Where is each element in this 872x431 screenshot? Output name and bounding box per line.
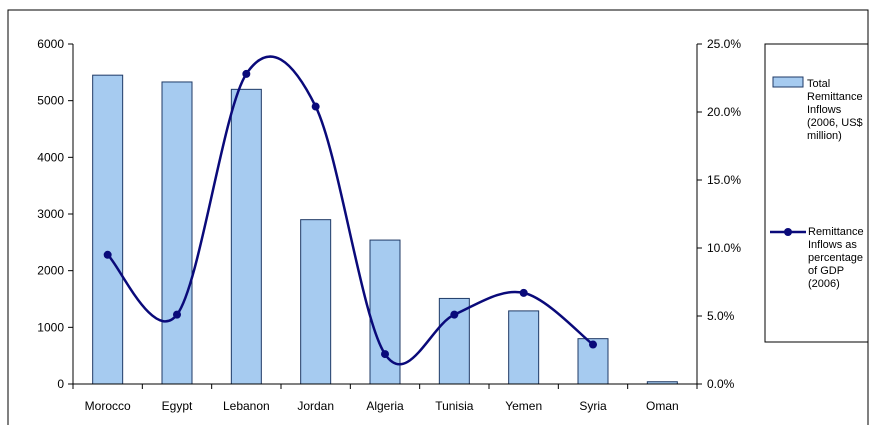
y-right-tick-label: 15.0% xyxy=(707,173,741,187)
x-tick-label: Egypt xyxy=(162,399,193,413)
line-point-syria xyxy=(589,340,597,349)
y-left-tick-label: 1000 xyxy=(37,320,64,334)
line-point-algeria xyxy=(381,350,389,359)
x-tick-label: Algeria xyxy=(366,399,404,413)
x-tick-label: Jordan xyxy=(297,399,334,413)
legend-bar-label: Inflows xyxy=(807,104,842,116)
x-tick-label: Syria xyxy=(579,399,607,413)
legend-bar-swatch xyxy=(772,76,804,88)
line-point-jordan xyxy=(311,102,320,111)
legend-line-label: (2006) xyxy=(808,278,840,290)
y-left-tick-label: 0 xyxy=(57,377,64,391)
x-tick-label: Oman xyxy=(646,399,679,413)
legend-line-marker xyxy=(784,228,792,236)
legend-line-label: percentage xyxy=(808,252,863,264)
chart-frame xyxy=(7,9,869,425)
y-left-tick-label: 3000 xyxy=(37,207,64,221)
legend-box xyxy=(764,43,869,343)
y-right-tick-label: 25.0% xyxy=(707,37,741,51)
y-left-tick-label: 2000 xyxy=(37,264,64,278)
legend-bar-label: Total xyxy=(807,78,830,90)
y-left-tick-label: 4000 xyxy=(37,150,64,164)
bar-lebanon xyxy=(230,88,262,385)
x-tick-label: Yemen xyxy=(505,399,542,413)
legend-bar-label: million) xyxy=(807,130,842,142)
legend-line-label: Inflows as xyxy=(808,239,857,251)
line-point-morocco xyxy=(103,250,112,259)
series-line-remittance-pct-gdp xyxy=(106,55,594,366)
bar-jordan xyxy=(300,219,332,385)
line-point-yemen xyxy=(519,288,528,297)
legend-bar-label: (2006, US$ xyxy=(807,117,863,129)
y-right-tick-label: 10.0% xyxy=(707,241,741,255)
y-left-tick-label: 5000 xyxy=(37,94,64,108)
x-tick-label: Lebanon xyxy=(223,399,270,413)
line-point-lebanon xyxy=(242,69,251,78)
y-right-tick-label: 20.0% xyxy=(707,105,741,119)
y-right-tick-label: 5.0% xyxy=(707,309,735,323)
x-tick-label: Morocco xyxy=(85,399,131,413)
bar-yemen xyxy=(508,310,540,385)
line-point-egypt xyxy=(173,310,181,319)
y-left-tick-label: 6000 xyxy=(37,37,64,51)
legend-line-label: Remittance xyxy=(808,226,864,238)
x-tick-label: Tunisia xyxy=(435,399,474,413)
line-point-tunisia xyxy=(450,310,459,319)
y-right-tick-label: 0.0% xyxy=(707,377,735,391)
bar-morocco xyxy=(92,74,124,385)
legend-line-label: of GDP xyxy=(808,265,844,277)
bar-egypt xyxy=(161,81,193,385)
legend-bar-label: Remittance xyxy=(807,91,863,103)
